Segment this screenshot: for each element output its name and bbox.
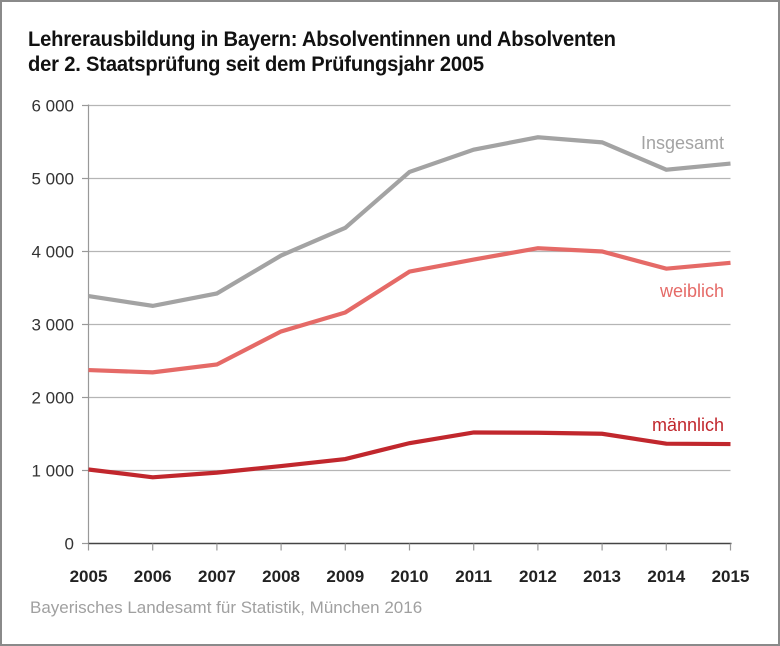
gridlines: [88, 104, 731, 472]
series-lines: [88, 135, 731, 480]
x-tick-label: 2009: [326, 567, 364, 586]
x-axis: 2005 2006 2007 2008 2009 2010 2011 2012 2013 2014…: [70, 542, 750, 586]
x-tick-label: 2006: [134, 567, 172, 586]
series-label-insgesamt: Insgesamt: [641, 133, 724, 153]
series-labels: Insgesamt weiblich männlich: [641, 133, 724, 435]
series-line-insgesamt: [88, 135, 731, 309]
series-line-mnnlich: [88, 430, 731, 480]
x-tick-label: 2008: [262, 567, 300, 586]
x-tick-label: 2011: [455, 567, 492, 586]
y-tick-label: 6 000: [31, 97, 74, 116]
series-label-weiblich: weiblich: [659, 281, 724, 301]
chart-title-line-2: der 2. Staatsprüfung seit dem Prüfungsja…: [28, 53, 484, 76]
y-tick-label: 0: [65, 535, 74, 554]
x-tick-label: 2007: [198, 567, 236, 586]
chart-title-line-1: Lehrerausbildung in Bayern: Absolventinn…: [28, 28, 616, 51]
x-tick-label: 2015: [712, 567, 750, 586]
source-note: Bayerisches Landesamt für Statistik, Mün…: [30, 598, 423, 617]
series-line-weiblich: [88, 246, 731, 375]
y-tick-label: 4 000: [31, 243, 74, 262]
x-tick-label: 2005: [70, 567, 108, 586]
y-axis: 0 1 000 2 000 3 000 4 000 5 000 6 000: [31, 97, 90, 554]
y-tick-label: 2 000: [31, 389, 74, 408]
x-tick-label: 2010: [391, 567, 429, 586]
x-tick-label: 2012: [519, 567, 557, 586]
y-tick-label: 5 000: [31, 170, 74, 189]
y-tick-label: 3 000: [31, 316, 74, 335]
y-tick-label: 1 000: [31, 462, 74, 481]
x-tick-label: 2014: [647, 567, 685, 586]
series-label-mnnlich: männlich: [652, 415, 724, 435]
x-tick-label: 2013: [583, 567, 621, 586]
chart-title: Lehrerausbildung in Bayern: Absolventinn…: [28, 27, 616, 77]
